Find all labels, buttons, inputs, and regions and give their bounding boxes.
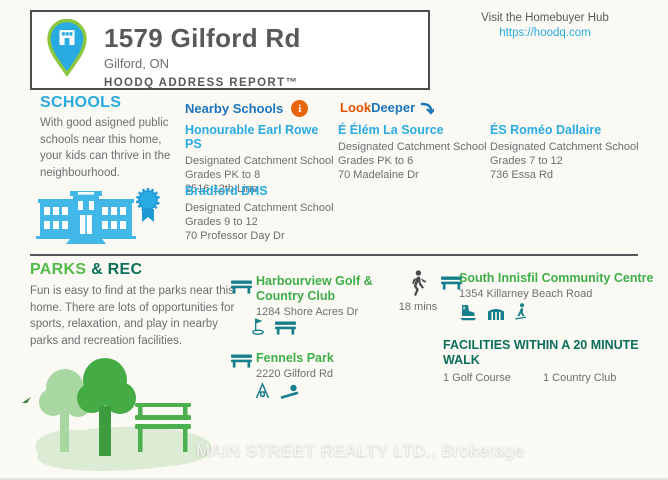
property-address: 1579 Gilford Rd (104, 23, 301, 53)
facilities-title: FACILITIES WITHIN A 20 MINUTE WALK (443, 338, 639, 367)
section-divider (30, 254, 638, 256)
schools-description: With good asigned public schools near th… (40, 117, 171, 180)
park-address: 2220 Gilford Rd (256, 368, 334, 380)
walking-person-icon (394, 270, 442, 297)
lookdeeper-label-part1: Look (340, 100, 372, 115)
school-name: ÉS Roméo Dallaire (490, 123, 602, 137)
school-name: Bradford DHS (185, 184, 268, 198)
bench-icon (231, 279, 252, 294)
brokerage-watermark: MAIN STREET REALTY LTD., Brokerage (196, 441, 525, 460)
school-type: Designated Catchment School (338, 141, 487, 153)
school-entry: ÉS Roméo Dallaire Designated Catchment S… (490, 123, 655, 182)
award-ribbon-icon (135, 187, 161, 222)
park-entry: Fennels Park 2220 Gilford Rd (256, 351, 406, 380)
school-address: 2516 12th Line (185, 183, 258, 195)
parks-title-part2: & REC (91, 261, 143, 278)
park-address: 1354 Killarney Beach Road (459, 288, 593, 300)
property-city: Gilford, ON (104, 56, 170, 71)
slide-icon (280, 384, 300, 399)
school-address: 70 Professor Day Dr (185, 230, 285, 242)
facility-count: 1 Country Club (543, 372, 617, 384)
park-name: Harbourview Golf & Country Club (256, 274, 373, 303)
golf-flag-icon (251, 318, 266, 335)
lookdeeper-label-part2: Deeper (371, 100, 416, 115)
schools-section-title: SCHOOLS (40, 94, 122, 111)
park-entry: South Innisfil Community Centre 1354 Kil… (459, 271, 664, 300)
parks-description: Fun is easy to find at the parks near th… (30, 285, 235, 348)
school-grades: Grades 9 to 12 (185, 216, 258, 228)
info-icon[interactable]: i (291, 100, 309, 117)
hub-label: Visit the Homebuyer Hub (481, 12, 609, 24)
arena-icon (487, 306, 505, 321)
skater-icon (514, 303, 527, 321)
school-entry: Bradford DHS Designated Catchment School… (185, 184, 335, 243)
school-name: É Élém La Source (338, 123, 444, 137)
map-pin-icon (46, 19, 88, 77)
ice-skate-icon (459, 304, 478, 321)
school-entry: Honourable Earl Rowe PS Designated Catch… (185, 123, 335, 196)
facility-count: 1 Golf Course (443, 372, 511, 384)
lookdeeper-link[interactable]: Look Deeper (340, 100, 435, 115)
report-title: HOODQ ADDRESS REPORT™ (104, 77, 299, 89)
nearby-schools-label: Nearby Schools (185, 101, 284, 116)
school-type: Designated Catchment School (185, 202, 334, 214)
park-name: South Innisfil Community Centre (459, 271, 654, 285)
school-grades: Grades 7 to 12 (490, 155, 563, 167)
bench-icon (441, 275, 462, 290)
park-name: Fennels Park (256, 351, 334, 365)
parks-title-part1: PARKS (30, 261, 92, 278)
school-building-illustration (36, 182, 164, 248)
school-entry: É Élém La Source Designated Catchment Sc… (338, 123, 488, 182)
school-address: 736 Essa Rd (490, 169, 553, 181)
parks-section-title: PARKS & REC (30, 261, 142, 279)
school-name: Honourable Earl Rowe PS (185, 123, 319, 151)
lookdeeper-arrow-icon (420, 101, 435, 115)
school-type: Designated Catchment School (185, 155, 334, 167)
park-scene-illustration (8, 358, 243, 476)
school-grades: Grades PK to 6 (338, 155, 414, 167)
walk-time-label: 18 mins (398, 301, 438, 313)
park-address: 1284 Shore Acres Dr (256, 306, 359, 318)
swing-icon (254, 382, 271, 399)
park-bench-illustration (135, 403, 191, 452)
address-header-box: 1579 Gilford Rd Gilford, ON HOODQ ADDRES… (30, 10, 430, 90)
school-grades: Grades PK to 8 (185, 169, 261, 181)
school-address: 70 Madelaine Dr (338, 169, 419, 181)
hub-url-link[interactable]: https://hoodq.com (499, 27, 591, 39)
park-entry: Harbourview Golf & Country Club 1284 Sho… (256, 274, 384, 318)
bench-icon (231, 353, 252, 368)
bench-icon (275, 320, 296, 335)
school-type: Designated Catchment School (490, 141, 639, 153)
